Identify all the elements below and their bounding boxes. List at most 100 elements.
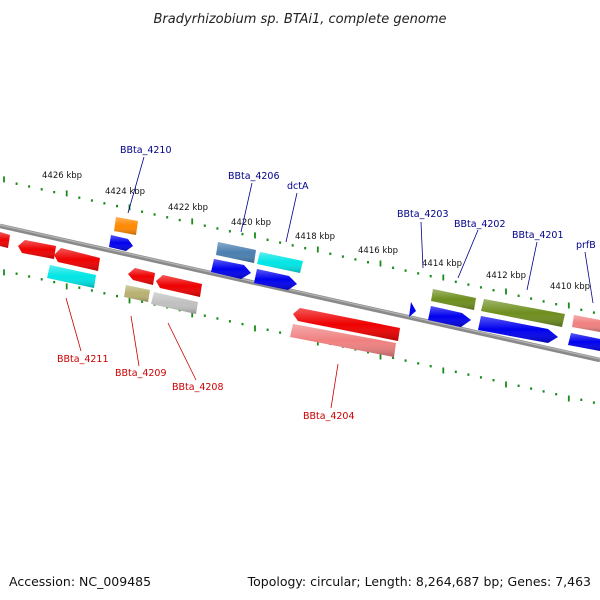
orf-bbta-4206[interactable] [216, 242, 256, 263]
orf-blue-arrow-3[interactable] [254, 269, 297, 290]
scale-minor-tick [367, 261, 369, 264]
gene-labels-forward: BBta_4210 BBta_4206 dctA BBta_4203 BBta_… [120, 145, 596, 251]
orf-bbta-4203[interactable] [431, 289, 476, 310]
scale-minor-tick [479, 286, 482, 289]
scale-minor-tick [216, 227, 219, 230]
scale-major-tick [65, 190, 68, 197]
scale-major-tick [3, 176, 5, 183]
orf-blue-arrow-6[interactable] [568, 333, 600, 351]
orf-bbta-4204[interactable] [290, 324, 396, 357]
gene-label-bbta-4203[interactable]: BBta_4203 [397, 209, 449, 220]
scale-minor-tick [241, 322, 244, 326]
gene-label-bbta-4204[interactable]: BBta_4204 [303, 411, 355, 422]
genome-backbone-highlight [0, 224, 600, 360]
scale-minor-tick [15, 182, 18, 185]
scale-minor-tick [78, 196, 81, 199]
scale-major-tick [3, 269, 5, 276]
scale-minor-tick [404, 359, 407, 362]
scale-label-4418: 4418 kbp [295, 232, 335, 242]
scale-minor-tick [530, 387, 533, 390]
scale-minor-tick [153, 213, 156, 216]
scale-minor-tick [454, 280, 457, 283]
scale-minor-tick [90, 199, 93, 202]
scale-minor-tick [28, 185, 31, 188]
scale-minor-tick [279, 241, 282, 244]
orf-bbta-4210[interactable] [114, 217, 138, 235]
scale-label-4424: 4424 kbp [105, 187, 145, 197]
orf-red-2[interactable] [54, 248, 100, 271]
scale-minor-tick [141, 300, 144, 303]
scale-minor-tick [78, 286, 81, 289]
scale-label-4416: 4416 kbp [358, 246, 398, 256]
gene-label-dcta[interactable]: dctA [287, 181, 309, 192]
orf-blue-arrow-5[interactable] [478, 316, 558, 343]
leader-lines-forward [127, 156, 594, 304]
orf-bbta-4211[interactable] [47, 265, 96, 288]
scale-minor-tick [228, 320, 231, 323]
scale-minor-tick [392, 356, 395, 359]
gene-label-bbta-4206[interactable]: BBta_4206 [228, 171, 280, 182]
scale-minor-tick [291, 244, 294, 247]
orf-blue-arrow-4[interactable] [428, 306, 471, 327]
scale-minor-tick [166, 216, 169, 219]
orf-red-1[interactable] [18, 240, 56, 259]
scale-minor-tick [40, 278, 43, 281]
scale-minor-tick [580, 308, 583, 311]
scale-minor-tick [266, 238, 269, 241]
orf-prfb[interactable] [572, 315, 600, 332]
scale-minor-tick [417, 272, 420, 275]
orf-bbta-4204-red[interactable] [293, 308, 400, 341]
scale-minor-tick [116, 294, 118, 298]
orf-bbta-4202[interactable] [481, 299, 565, 327]
scale-major-tick [505, 288, 507, 295]
orf-red-4[interactable] [156, 275, 202, 297]
scale-minor-tick [592, 401, 595, 404]
gene-label-bbta-4210[interactable]: BBta_4210 [120, 145, 172, 156]
scale-minor-tick [392, 266, 395, 269]
gene-label-prfb[interactable]: prfB [576, 240, 596, 251]
orf-bbta-4208[interactable] [151, 292, 198, 314]
scale-minor-tick [542, 390, 545, 393]
gene-label-bbta-4211[interactable]: BBta_4211 [57, 354, 109, 365]
forward-orfs [109, 217, 600, 351]
scale-major-tick [254, 325, 256, 332]
scale-minor-tick [103, 292, 106, 295]
gene-labels-reverse: BBta_4211 BBta_4209 BBta_4208 BBta_4204 [57, 354, 355, 422]
scale-label-4410: 4410 kbp [550, 282, 590, 292]
scale-major-tick [442, 367, 445, 374]
orf-red-3[interactable] [128, 268, 155, 285]
accession-text: Accession: NC_009485 [9, 574, 151, 589]
scale-label-4420: 4420 kbp [231, 218, 271, 228]
scale-minor-tick [454, 370, 457, 373]
scale-minor-tick [429, 275, 432, 278]
orf-red-edge[interactable] [0, 232, 10, 248]
scale-minor-tick [15, 272, 18, 275]
orf-blue-arrow-2[interactable] [211, 259, 251, 279]
scale-major-tick [128, 297, 131, 304]
gene-label-bbta-4201[interactable]: BBta_4201 [512, 230, 564, 241]
scale-label-4412: 4412 kbp [486, 271, 526, 281]
scale-minor-tick [492, 379, 495, 382]
scale-minor-tick [530, 297, 533, 300]
scale-minor-tick [53, 190, 56, 194]
orf-blue-arrow-1[interactable] [109, 235, 133, 251]
scale-labels: 4426 kbp 4424 kbp 4422 kbp 4420 kbp 4418… [42, 171, 590, 292]
scale-minor-tick [517, 384, 520, 387]
gene-label-bbta-4209[interactable]: BBta_4209 [115, 368, 167, 379]
scale-minor-tick [116, 204, 118, 208]
scale-minor-tick [429, 365, 432, 368]
scale-minor-tick [354, 258, 357, 261]
scale-minor-tick [417, 362, 420, 365]
gene-label-bbta-4208[interactable]: BBta_4208 [172, 382, 224, 393]
reverse-orfs [0, 232, 400, 357]
scale-major-tick [191, 311, 194, 318]
orf-bbta-4209[interactable] [124, 285, 150, 302]
scale-minor-tick [141, 210, 144, 213]
scale-minor-tick [592, 311, 595, 314]
scale-minor-tick [304, 247, 307, 250]
gene-label-bbta-4202[interactable]: BBta_4202 [454, 219, 506, 230]
scale-major-tick [567, 395, 570, 402]
orf-dcta[interactable] [257, 252, 303, 273]
orf-blue-arrow-small[interactable] [409, 302, 416, 317]
scale-minor-tick [517, 294, 520, 297]
